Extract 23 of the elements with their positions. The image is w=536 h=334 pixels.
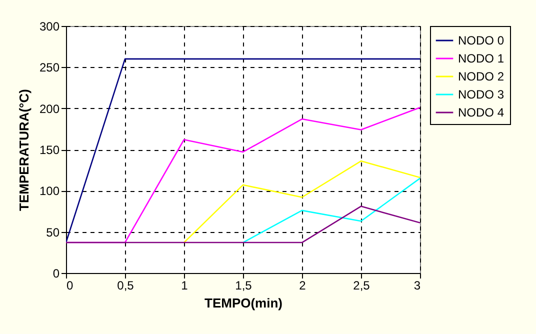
y-tick-label: 0 xyxy=(52,266,60,280)
legend-label: NODO 0 xyxy=(458,34,504,48)
x-tick-label: 3 xyxy=(414,278,421,292)
x-axis-title: TEMPO(min) xyxy=(204,296,282,310)
y-tick-label: 50 xyxy=(46,225,60,240)
line-series xyxy=(242,178,420,244)
x-tick-label: 1 xyxy=(181,278,188,292)
y-tick-label: 100 xyxy=(39,184,60,198)
line-series xyxy=(183,160,420,244)
x-tick-label: 0 xyxy=(66,278,74,292)
y-axis-title: TEMPERATURA(°C) xyxy=(16,89,32,211)
y-tick-label: 250 xyxy=(39,60,60,75)
legend-label: NODO 4 xyxy=(458,106,504,120)
x-tick-label: 2 xyxy=(299,278,306,292)
x-tick-label: 1,5 xyxy=(235,278,252,292)
x-tick-label: 0,5 xyxy=(117,278,134,292)
legend-label: NODO 1 xyxy=(458,52,504,66)
y-tick-label: 150 xyxy=(39,143,60,157)
legend-label: NODO 3 xyxy=(458,88,504,102)
y-tick-label: 300 xyxy=(39,20,60,34)
legend-label: NODO 2 xyxy=(458,70,504,84)
x-tick-label: 2,5 xyxy=(353,278,370,292)
y-tick-label: 200 xyxy=(39,102,60,116)
